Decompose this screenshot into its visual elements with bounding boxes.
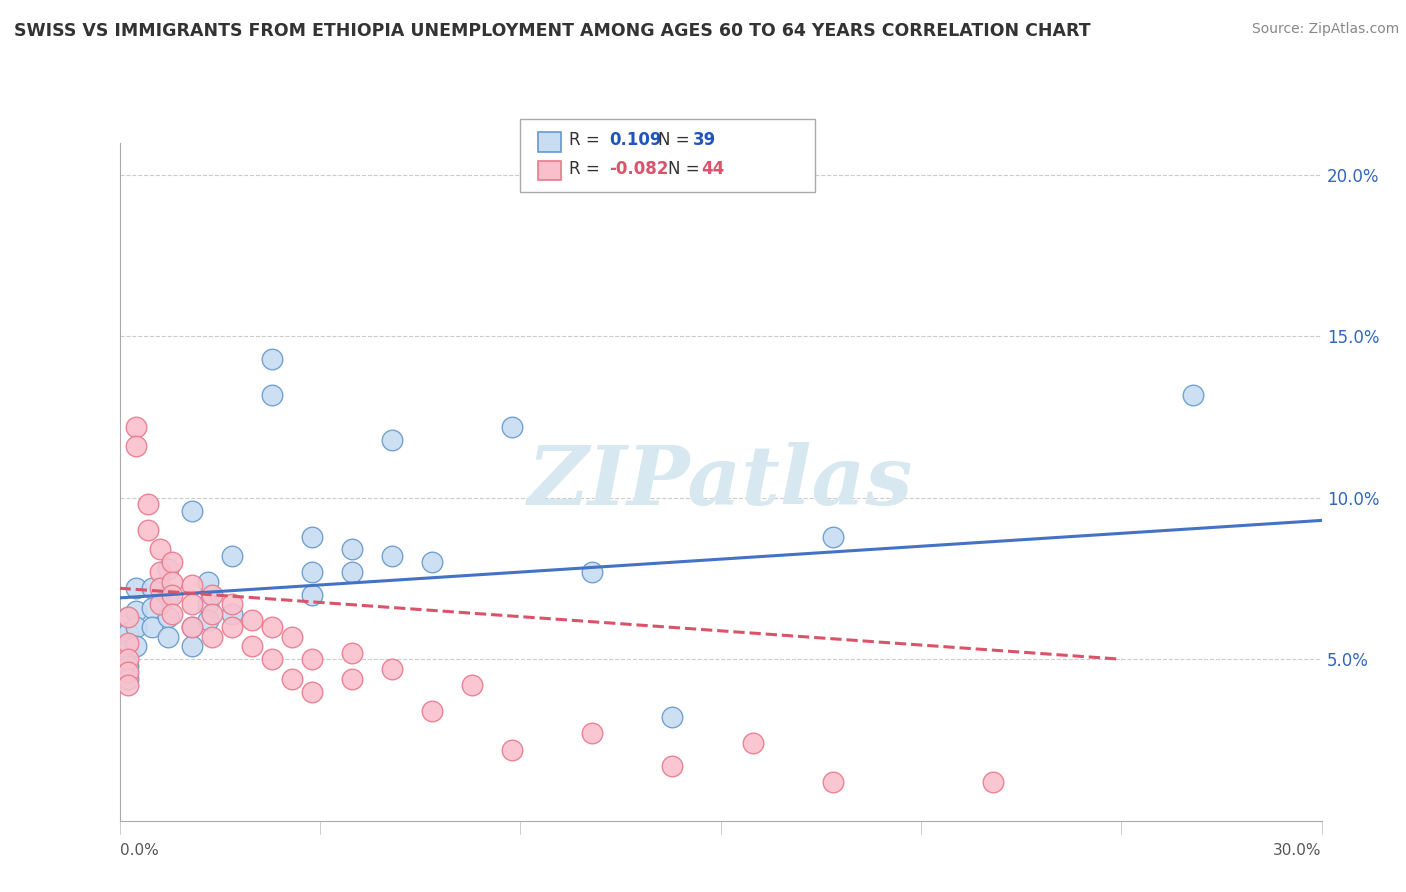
Point	[160, 555, 183, 569]
Point	[124, 419, 146, 434]
Point	[180, 620, 202, 634]
Point	[301, 684, 323, 698]
Point	[117, 672, 139, 686]
Point	[501, 742, 523, 756]
Text: 44: 44	[702, 160, 725, 178]
Point	[117, 652, 139, 666]
Point	[240, 614, 263, 628]
Point	[141, 620, 163, 634]
Point	[581, 726, 603, 740]
Point	[221, 620, 243, 634]
Point	[301, 565, 323, 579]
Point	[281, 672, 304, 686]
Point	[149, 598, 172, 612]
Point	[117, 642, 139, 657]
Point	[201, 630, 224, 644]
Legend: Swiss, Immigrants from Ethiopia: Swiss, Immigrants from Ethiopia	[541, 886, 900, 892]
Text: 39: 39	[693, 131, 717, 149]
Point	[340, 646, 363, 660]
Point	[117, 678, 139, 692]
Point	[221, 549, 243, 563]
Point	[281, 630, 304, 644]
Point	[141, 600, 163, 615]
Point	[420, 704, 443, 718]
Point	[581, 565, 603, 579]
Point	[461, 678, 484, 692]
Point	[260, 387, 283, 401]
Point	[260, 652, 283, 666]
Point	[117, 665, 139, 680]
Point	[301, 652, 323, 666]
Point	[501, 419, 523, 434]
Point	[124, 640, 146, 654]
Text: -0.082: -0.082	[609, 160, 668, 178]
Point	[180, 640, 202, 654]
Point	[821, 775, 844, 789]
Point	[136, 497, 159, 511]
Point	[381, 549, 404, 563]
Point	[221, 607, 243, 621]
Point	[124, 604, 146, 618]
Point	[124, 620, 146, 634]
Text: ZIPatlas: ZIPatlas	[527, 442, 914, 522]
Point	[340, 542, 363, 557]
Point	[340, 672, 363, 686]
Point	[340, 565, 363, 579]
Point	[117, 658, 139, 673]
Text: SWISS VS IMMIGRANTS FROM ETHIOPIA UNEMPLOYMENT AMONG AGES 60 TO 64 YEARS CORRELA: SWISS VS IMMIGRANTS FROM ETHIOPIA UNEMPL…	[14, 22, 1091, 40]
Point	[156, 610, 179, 624]
Point	[381, 662, 404, 676]
Point	[260, 620, 283, 634]
Point	[156, 630, 179, 644]
Point	[160, 574, 183, 589]
Point	[301, 588, 323, 602]
Point	[136, 523, 159, 537]
Point	[117, 610, 139, 624]
Point	[240, 640, 263, 654]
Point	[420, 555, 443, 569]
Point	[661, 758, 683, 772]
Text: N =: N =	[658, 131, 695, 149]
Point	[156, 562, 179, 576]
Text: N =: N =	[668, 160, 704, 178]
Text: 0.0%: 0.0%	[120, 843, 159, 858]
Point	[821, 530, 844, 544]
Point	[197, 598, 219, 612]
Point	[661, 710, 683, 724]
Point	[180, 620, 202, 634]
Point	[117, 626, 139, 640]
Point	[180, 578, 202, 592]
Point	[197, 614, 219, 628]
Point	[160, 588, 183, 602]
Point	[117, 610, 139, 624]
Point	[149, 542, 172, 557]
Point	[180, 598, 202, 612]
Point	[149, 581, 172, 595]
Point	[117, 636, 139, 650]
Point	[260, 351, 283, 366]
Point	[197, 574, 219, 589]
Point	[141, 581, 163, 595]
Point	[981, 775, 1004, 789]
Point	[221, 598, 243, 612]
Point	[160, 607, 183, 621]
Text: Source: ZipAtlas.com: Source: ZipAtlas.com	[1251, 22, 1399, 37]
Text: 0.109: 0.109	[609, 131, 661, 149]
Point	[124, 581, 146, 595]
Point	[201, 588, 224, 602]
Text: R =: R =	[569, 131, 606, 149]
Point	[149, 565, 172, 579]
Point	[201, 607, 224, 621]
Point	[1182, 387, 1205, 401]
Point	[301, 530, 323, 544]
Point	[180, 504, 202, 518]
Point	[741, 736, 763, 750]
Point	[156, 588, 179, 602]
Text: R =: R =	[569, 160, 606, 178]
Point	[124, 439, 146, 453]
Text: 30.0%: 30.0%	[1274, 843, 1322, 858]
Point	[381, 433, 404, 447]
